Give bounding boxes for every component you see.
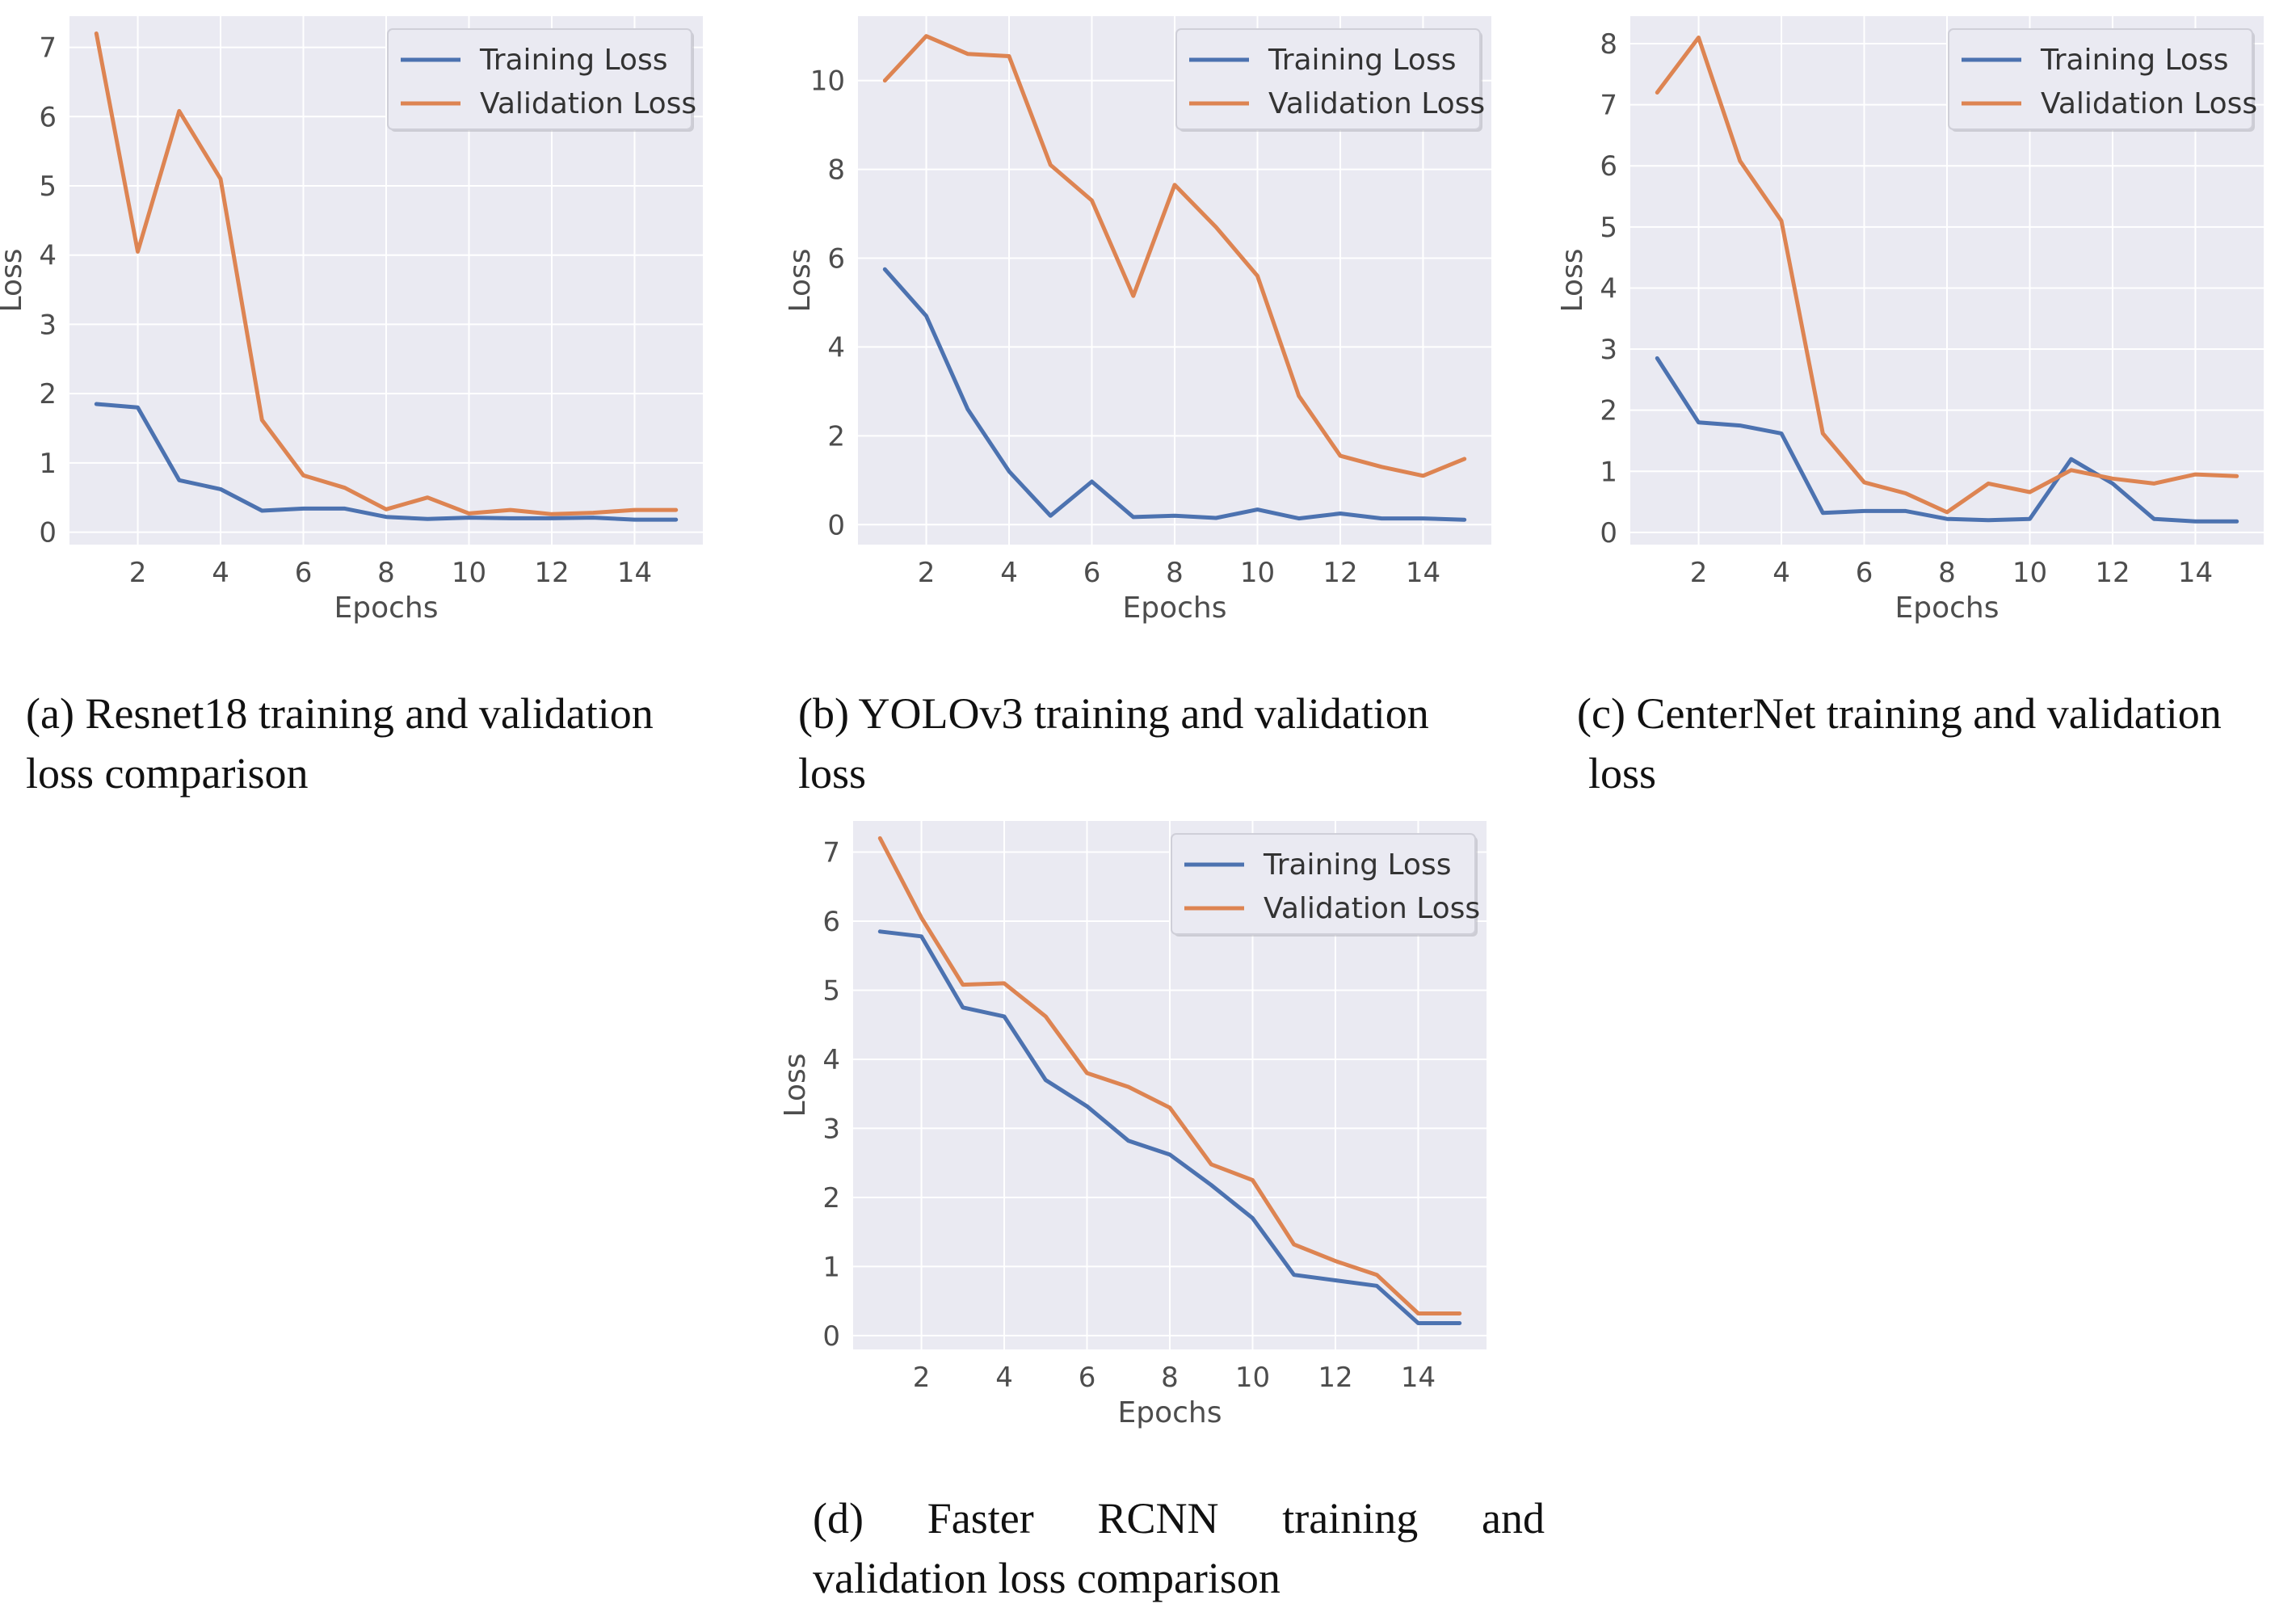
y-tick-label: 2 [822, 1182, 840, 1214]
y-tick-label: 4 [39, 240, 57, 272]
panel-b-yolov3-loss-chart: 2 4 6 8 10 12 14 0 2 4 6 8 10 Epochs Loss Training Loss… [784, 16, 1491, 625]
caption-a: (a) Resnet18 training and validation los… [26, 684, 737, 803]
caption-a-line1: (a) Resnet18 training and validation [26, 684, 737, 743]
y-tick-label: 5 [1600, 212, 1617, 244]
y-tick-label: 7 [822, 836, 840, 869]
legend: Training Loss Validation Loss [388, 29, 696, 132]
caption-c: (c) CenterNet training and validation lo… [1577, 684, 2296, 803]
legend: Training Loss Validation Loss [1176, 29, 1485, 132]
x-tick-label: 14 [2178, 557, 2213, 589]
y-tick-label: 5 [39, 170, 57, 203]
legend-training-label: Training Loss [2040, 44, 2228, 77]
legend-training-label: Training Loss [479, 44, 667, 77]
y-tick-label: 6 [1600, 150, 1617, 183]
y-axis-label: Loss [779, 1054, 812, 1118]
y-tick-label: 5 [822, 974, 840, 1007]
y-tick-label: 0 [1600, 517, 1617, 549]
caption-b-line2: loss [798, 743, 1509, 803]
y-tick-label: 3 [822, 1113, 840, 1145]
x-tick-label: 2 [129, 557, 147, 589]
x-tick-label: 10 [2012, 557, 2047, 589]
x-tick-label: 10 [1240, 557, 1275, 589]
y-tick-label: 4 [827, 331, 845, 364]
y-axis-label: Loss [784, 249, 817, 313]
y-axis-label: Loss [1556, 249, 1589, 313]
y-tick-label: 8 [1600, 28, 1617, 61]
y-tick-label: 0 [39, 517, 57, 549]
legend: Training Loss Validation Loss [1171, 834, 1480, 937]
x-tick-label: 6 [1856, 557, 1873, 589]
y-tick-label: 7 [39, 32, 57, 65]
caption-d-line2: validation loss comparison [813, 1548, 1545, 1608]
x-tick-label: 12 [2095, 557, 2130, 589]
y-axis-label: Loss [0, 249, 28, 313]
y-tick-label: 6 [39, 101, 57, 133]
y-tick-label: 1 [822, 1251, 840, 1283]
x-tick-label: 2 [1690, 557, 1708, 589]
legend-validation-label: Validation Loss [2041, 87, 2257, 120]
legend-training-label: Training Loss [1268, 44, 1456, 77]
x-tick-label: 6 [295, 557, 313, 589]
y-tick-label: 3 [39, 309, 57, 341]
x-tick-label: 12 [1318, 1362, 1352, 1394]
x-tick-label: 8 [1161, 1362, 1179, 1394]
x-tick-label: 12 [534, 557, 569, 589]
legend-validation-label: Validation Loss [480, 87, 696, 120]
x-tick-label: 14 [1401, 1362, 1436, 1394]
x-tick-label: 6 [1083, 557, 1101, 589]
x-axis-label: Epochs [1895, 591, 2000, 625]
y-tick-label: 6 [822, 906, 840, 938]
y-tick-label: 3 [1600, 334, 1617, 366]
y-tick-label: 1 [1600, 456, 1617, 488]
x-tick-label: 4 [995, 1362, 1013, 1394]
x-tick-label: 6 [1079, 1362, 1096, 1394]
y-tick-label: 4 [1600, 272, 1617, 305]
legend-validation-label: Validation Loss [1268, 87, 1485, 120]
x-tick-label: 8 [377, 557, 395, 589]
x-axis-label: Epochs [1123, 591, 1227, 625]
x-tick-label: 12 [1323, 557, 1357, 589]
y-tick-label: 8 [827, 154, 845, 187]
x-tick-label: 4 [212, 557, 229, 589]
y-tick-label: 1 [39, 448, 57, 480]
y-tick-label: 6 [827, 243, 845, 276]
x-axis-label: Epochs [1118, 1396, 1222, 1429]
y-tick-label: 2 [39, 378, 57, 410]
x-tick-label: 8 [1938, 557, 1956, 589]
x-tick-label: 4 [1000, 557, 1018, 589]
x-tick-label: 2 [913, 1362, 931, 1394]
x-tick-label: 8 [1166, 557, 1184, 589]
x-tick-label: 2 [918, 557, 936, 589]
x-tick-label: 14 [1406, 557, 1440, 589]
y-tick-label: 2 [827, 420, 845, 453]
x-tick-label: 10 [452, 557, 486, 589]
legend-validation-label: Validation Loss [1264, 892, 1480, 925]
caption-a-line2: loss comparison [26, 743, 737, 803]
caption-c-line1: (c) CenterNet training and validation [1577, 684, 2296, 743]
legend: Training Loss Validation Loss [1949, 29, 2257, 132]
caption-d-line1: (d) Faster RCNN training and [813, 1488, 1545, 1548]
caption-c-line2: loss [1577, 743, 2296, 803]
x-tick-label: 14 [617, 557, 652, 589]
x-tick-label: 4 [1772, 557, 1790, 589]
x-tick-label: 10 [1235, 1362, 1270, 1394]
y-tick-label: 0 [822, 1320, 840, 1353]
caption-b: (b) YOLOv3 training and validation loss [798, 684, 1509, 803]
y-tick-label: 4 [822, 1044, 840, 1076]
y-tick-label: 0 [827, 509, 845, 541]
y-tick-label: 10 [810, 65, 845, 98]
legend-training-label: Training Loss [1263, 848, 1451, 882]
y-tick-label: 7 [1600, 90, 1617, 122]
caption-d: (d) Faster RCNN training and validation … [813, 1488, 1545, 1608]
caption-b-line1: (b) YOLOv3 training and validation [798, 684, 1509, 743]
x-axis-label: Epochs [334, 591, 439, 625]
y-tick-label: 2 [1600, 395, 1617, 427]
